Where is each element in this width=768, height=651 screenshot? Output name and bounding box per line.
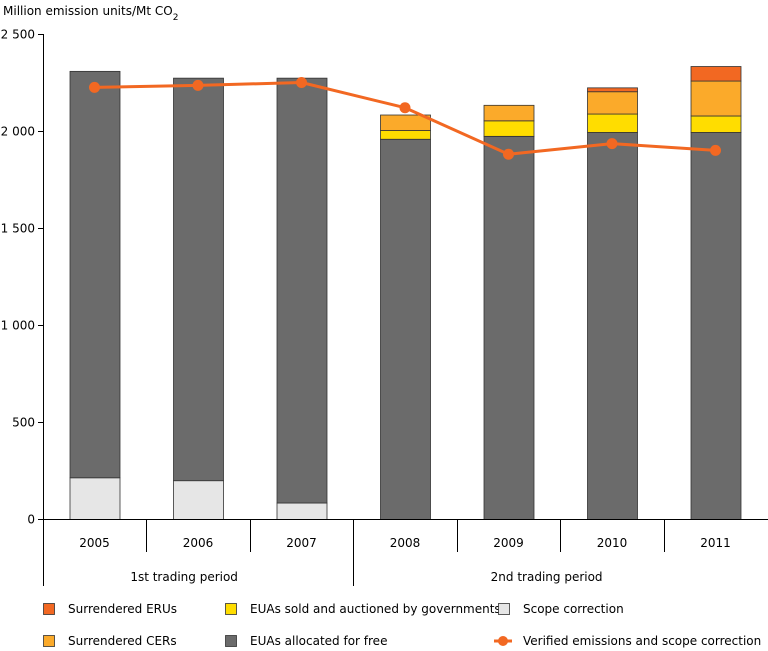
emissions-point-2008: [399, 102, 411, 114]
y-tick-label: 2 500: [1, 28, 35, 42]
emissions-point-2009: [503, 148, 514, 160]
x-tick-label-2005: 2005: [79, 536, 110, 550]
emissions-point-2007: [296, 77, 307, 88]
emissions-point-2006: [192, 79, 204, 91]
bar-euas-allocated-for-free-2005: [69, 70, 121, 479]
bar-scope-correction-2006: [173, 480, 224, 520]
bar-euas-sold-and-auctioned-by-governments-2011: [690, 115, 742, 133]
bar-euas-sold-and-auctioned-by-governments-2009: [483, 120, 535, 137]
bars: [69, 66, 742, 520]
bar-surrendered-cers-2008: [380, 114, 431, 131]
legend-label-verified-emissions-and-scope-correction: Verified emissions and scope correction: [523, 634, 761, 648]
bar-surrendered-erus-2011: [690, 66, 742, 82]
legend-swatch-euas-sold-and-auctioned-by-governments: [225, 603, 237, 615]
legend-marker-verified-emissions-and-scope-correction: [498, 636, 508, 646]
x-tick-label-2010: 2010: [597, 536, 628, 550]
legend-label-scope-correction: Scope correction: [523, 602, 624, 616]
x-tick-label-2008: 2008: [390, 536, 421, 550]
emissions-point-2011: [710, 144, 721, 156]
y-axis-label-subscript: 2: [173, 13, 179, 23]
x-tick-label-2009: 2009: [493, 536, 524, 550]
legend: Surrendered ERUs EUAs sold and auctioned …: [43, 602, 761, 648]
legend-label-surrendered-erus: Surrendered ERUs: [68, 602, 177, 616]
emissions-line: [89, 77, 721, 160]
bar-surrendered-cers-2011: [690, 80, 742, 117]
emissions-point-2005: [89, 81, 100, 93]
bar-euas-allocated-for-free-2009: [483, 135, 535, 520]
legend-swatch-scope-correction: [498, 603, 510, 615]
y-tick-label: 500: [12, 416, 35, 430]
emissions-point-2010: [606, 138, 618, 150]
bar-euas-allocated-for-free-2011: [690, 132, 742, 520]
y-tick-label: 2 000: [1, 125, 35, 139]
legend-label-surrendered-cers: Surrendered CERs: [68, 634, 177, 648]
y-axis-label-main: Million emission units/Mt CO: [3, 4, 173, 18]
bar-surrendered-erus-2010: [587, 87, 638, 93]
y-tick-label: 1 000: [1, 319, 35, 333]
bar-euas-sold-and-auctioned-by-governments-2008: [380, 130, 431, 140]
legend-label-euas-allocated-for-free: EUAs allocated for free: [250, 634, 387, 648]
x-tick-label-2006: 2006: [183, 536, 214, 550]
y-axis: 0 500 1 000 1 500 2 000 2 500: [1, 28, 44, 527]
x-tick-label-2011: 2011: [700, 536, 731, 550]
y-tick-label: 1 500: [1, 222, 35, 236]
legend-swatch-surrendered-cers: [43, 635, 55, 647]
period-label: 1st trading period: [130, 570, 238, 584]
legend-swatch-surrendered-erus: [43, 603, 55, 615]
bar-euas-allocated-for-free-2006: [173, 77, 224, 482]
bar-scope-correction-2007: [276, 502, 328, 520]
bar-euas-allocated-for-free-2008: [380, 138, 431, 520]
bar-scope-correction-2005: [69, 477, 121, 520]
bar-euas-sold-and-auctioned-by-governments-2010: [587, 113, 638, 133]
bar-surrendered-cers-2009: [483, 104, 535, 122]
bar-euas-allocated-for-free-2010: [587, 132, 638, 520]
bar-surrendered-cers-2010: [587, 91, 638, 115]
x-axis: 2005 2006 2007 2008 2009 2010 2011 1st trading …: [43, 519, 768, 586]
period-label: 2nd trading period: [491, 570, 603, 584]
legend-label-euas-sold-and-auctioned-by-governments: EUAs sold and auctioned by governments: [250, 602, 501, 616]
y-axis-label: Million emission units/Mt CO2: [3, 4, 178, 23]
y-tick-label: 0: [27, 513, 35, 527]
bar-euas-allocated-for-free-2007: [276, 77, 328, 504]
legend-swatch-euas-allocated-for-free: [225, 635, 237, 647]
x-tick-label-2007: 2007: [286, 536, 317, 550]
